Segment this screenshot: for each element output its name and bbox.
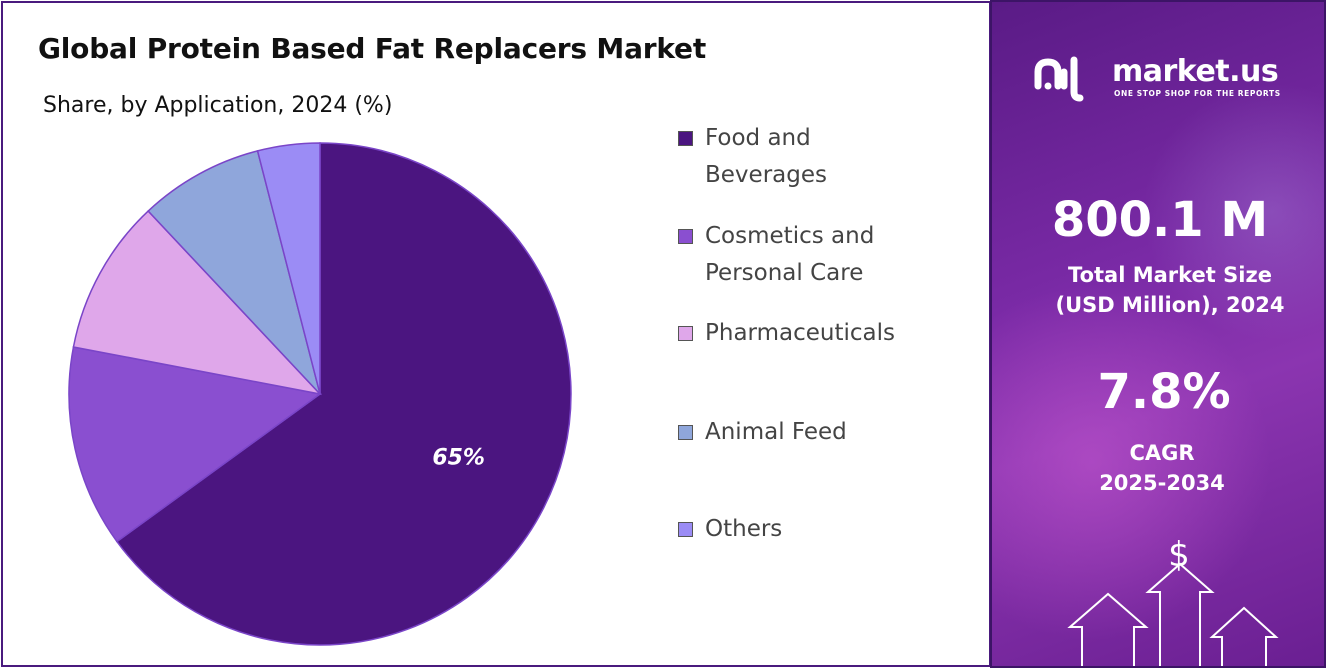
brand-tagline: ONE STOP SHOP FOR THE REPORTS	[1114, 89, 1281, 98]
legend-label: Animal Feed	[705, 419, 847, 445]
legend-label-line2: Personal Care	[705, 260, 864, 286]
legend-label-line2: Beverages	[705, 162, 827, 188]
legend-swatch	[678, 425, 693, 440]
background-glow	[992, 282, 1272, 642]
dollar-sign: $	[1168, 535, 1190, 575]
market-size-value: 800.1 M	[1051, 192, 1269, 248]
pie-slice-others	[256, 142, 321, 395]
chart-subtitle: Share, by Application, 2024 (%)	[43, 93, 393, 118]
summary-panel: market.us ONE STOP SHOP FOR THE REPORTS …	[990, 0, 1326, 668]
pie-slice-cosmetics-and-personal-care	[68, 346, 322, 543]
legend-swatch	[678, 522, 693, 537]
cagr-label-line2: 2025-2034	[1099, 471, 1225, 495]
cagr-label: CAGR 2025-2034	[992, 438, 1324, 498]
legend-label: Others	[705, 516, 783, 542]
pie-chart: 65%	[68, 142, 572, 646]
market-size-label-line2: (USD Million), 2024	[1055, 293, 1285, 317]
market-size-label: Total Market Size (USD Million), 2024	[992, 260, 1324, 320]
brand-logo: market.us ONE STOP SHOP FOR THE REPORTS	[1034, 52, 1314, 102]
cagr-label-line1: CAGR	[1129, 441, 1195, 465]
market-size-label-line1: Total Market Size	[1068, 263, 1272, 287]
legend-swatch	[678, 131, 693, 146]
pie-slice-food-and-beverages	[115, 142, 572, 646]
legend-label-line1: Food and	[705, 125, 811, 151]
dollar-growth-arrows-icon: $	[1067, 535, 1279, 666]
brand-name: market.us	[1112, 54, 1279, 89]
pie-slice-animal-feed	[147, 149, 321, 395]
legend-label-line1: Cosmetics and	[705, 223, 875, 249]
chart-title: Global Protein Based Fat Replacers Marke…	[38, 32, 707, 65]
legend-label: Pharmaceuticals	[705, 320, 895, 346]
legend-swatch	[678, 326, 693, 341]
pie-data-label: 65%	[432, 446, 485, 471]
cagr-value: 7.8%	[1097, 364, 1231, 420]
pie-slice-pharmaceuticals	[72, 209, 323, 396]
legend-swatch	[678, 229, 693, 244]
market-us-logo-icon	[1034, 56, 1084, 102]
